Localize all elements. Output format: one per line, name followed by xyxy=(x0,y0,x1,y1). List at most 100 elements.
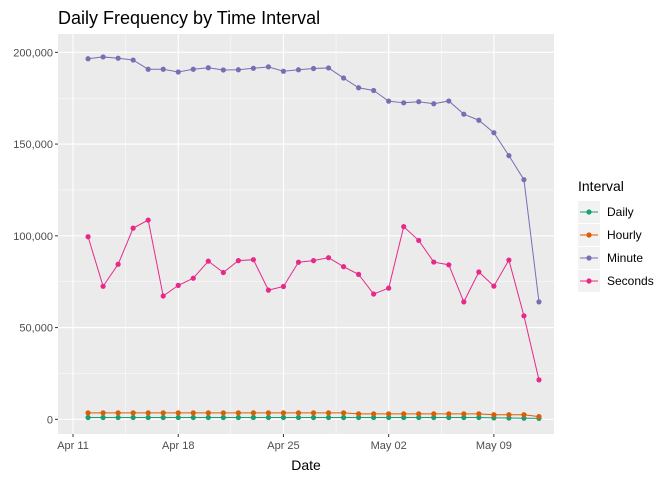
data-point-hourly xyxy=(371,411,377,417)
data-point-daily xyxy=(220,414,226,421)
data-point-minute xyxy=(446,98,452,104)
axes: 0 50,000 100,000 150,000 200,000 Apr 11 Apr 18… xyxy=(13,47,512,452)
plot-background xyxy=(58,34,554,434)
data-point-minute xyxy=(356,85,362,91)
legend-label-daily: Daily xyxy=(607,205,634,219)
data-point-hourly xyxy=(476,411,482,417)
data-point-seconds xyxy=(521,313,527,319)
data-point-minute xyxy=(325,65,332,71)
data-point-hourly xyxy=(175,410,181,416)
data-point-seconds xyxy=(295,259,302,265)
x-tick-label: Apr 11 xyxy=(57,440,89,452)
legend-item-seconds: Seconds xyxy=(578,270,654,292)
data-point-hourly xyxy=(295,410,302,416)
data-point-minute xyxy=(416,99,422,105)
data-point-daily xyxy=(371,414,377,421)
data-point-minute xyxy=(476,117,482,123)
data-point-seconds xyxy=(100,283,106,289)
data-point-hourly xyxy=(280,410,287,416)
data-point-seconds xyxy=(130,225,136,231)
data-point-daily xyxy=(295,414,302,421)
data-point-hourly xyxy=(431,411,437,417)
data-point-minute xyxy=(265,64,272,70)
data-point-daily xyxy=(416,414,422,421)
y-tick-label: 150,000 xyxy=(13,139,53,151)
data-point-daily xyxy=(446,414,452,421)
data-point-hourly xyxy=(130,410,136,416)
data-point-daily xyxy=(340,414,347,421)
legend-item-hourly: Hourly xyxy=(578,224,642,246)
data-point-hourly xyxy=(85,410,91,416)
data-point-seconds xyxy=(145,217,151,223)
data-point-minute xyxy=(506,153,512,159)
y-tick-label: 100,000 xyxy=(13,231,53,243)
data-point-seconds xyxy=(265,287,272,293)
data-point-seconds xyxy=(386,285,392,291)
data-point-daily xyxy=(356,414,362,421)
data-point-seconds xyxy=(446,262,452,268)
data-point-seconds xyxy=(220,269,226,276)
data-point-hourly xyxy=(536,413,542,420)
data-point-seconds xyxy=(250,257,256,263)
data-point-daily xyxy=(115,414,121,421)
data-point-seconds xyxy=(536,377,542,383)
x-tick-label: Apr 25 xyxy=(267,440,299,452)
series-hourly xyxy=(85,410,542,420)
data-point-minute xyxy=(250,65,256,71)
legend-key-point xyxy=(586,232,592,238)
legend-key-point xyxy=(586,255,592,261)
data-point-daily xyxy=(476,414,482,421)
data-point-minute xyxy=(100,54,106,60)
data-point-minute xyxy=(536,299,542,305)
data-point-daily xyxy=(100,414,106,421)
y-tick-label: 0 xyxy=(47,414,53,426)
data-point-hourly xyxy=(220,410,226,416)
data-point-hourly xyxy=(325,410,332,416)
data-point-minute xyxy=(160,66,166,72)
chart-title: Daily Frequency by Time Interval xyxy=(58,8,320,28)
data-point-minute xyxy=(115,55,121,61)
data-point-seconds xyxy=(416,237,422,244)
data-point-hourly xyxy=(100,410,106,416)
data-point-daily xyxy=(145,414,151,421)
data-point-hourly xyxy=(446,411,452,417)
y-tick-label: 50,000 xyxy=(19,323,53,335)
legend: Interval Daily Hourly Minute Seconds xyxy=(578,178,654,292)
data-point-daily xyxy=(205,414,211,421)
data-point-seconds xyxy=(491,283,497,289)
data-point-hourly xyxy=(401,411,407,417)
x-axis-title: Date xyxy=(291,457,321,473)
data-point-daily xyxy=(175,414,181,421)
series-minute xyxy=(85,54,542,305)
data-point-minute xyxy=(386,98,392,104)
x-tick-label: May 09 xyxy=(476,440,512,452)
data-point-minute xyxy=(310,65,317,72)
data-point-seconds xyxy=(85,234,91,240)
data-point-daily xyxy=(310,414,317,421)
data-point-seconds xyxy=(371,291,377,297)
data-point-minute xyxy=(85,56,91,62)
data-point-minute xyxy=(401,100,407,106)
series-daily xyxy=(85,414,542,422)
data-point-seconds xyxy=(431,259,437,265)
data-point-seconds xyxy=(356,271,362,277)
data-point-hourly xyxy=(340,410,347,416)
data-point-seconds xyxy=(115,261,121,267)
data-point-minute xyxy=(175,69,181,75)
data-point-hourly xyxy=(310,410,317,416)
data-point-seconds xyxy=(175,282,181,288)
grid xyxy=(58,34,554,434)
data-point-daily xyxy=(280,414,287,421)
data-point-seconds xyxy=(340,264,347,270)
series-layer xyxy=(85,54,542,422)
data-point-minute xyxy=(145,66,151,72)
data-point-daily xyxy=(325,414,332,421)
data-point-hourly xyxy=(461,411,467,417)
data-point-daily xyxy=(431,414,437,421)
data-point-minute xyxy=(340,75,347,81)
data-point-seconds xyxy=(190,275,196,281)
data-point-hourly xyxy=(491,412,497,418)
data-point-hourly xyxy=(250,410,256,416)
data-point-minute xyxy=(190,66,196,72)
data-point-minute xyxy=(205,65,211,71)
